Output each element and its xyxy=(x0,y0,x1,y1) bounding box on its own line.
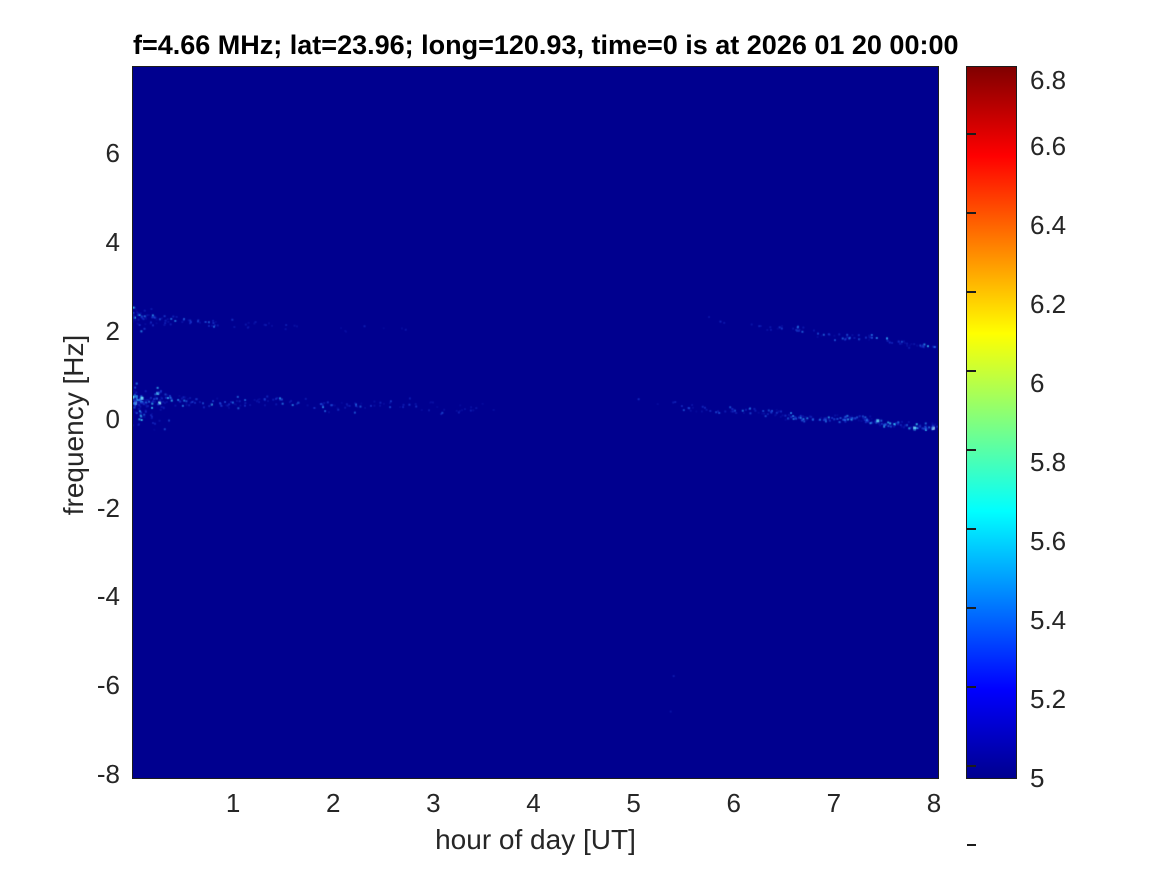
colorbar-tick-label: 6.8 xyxy=(1030,65,1067,95)
colorbar-tick-label: 6.4 xyxy=(1030,210,1067,240)
colorbar-tick xyxy=(967,607,976,609)
x-tick-label: 1 xyxy=(225,788,241,818)
colorbar-tick xyxy=(967,528,976,530)
x-axis-label: hour of day [UT] xyxy=(435,824,636,855)
colorbar-tick-label: 5.8 xyxy=(1030,447,1067,477)
x-tick-label: 8 xyxy=(926,788,942,818)
plot-title: f=4.66 MHz; lat=23.96; long=120.93, time… xyxy=(133,30,959,60)
y-tick-label: 4 xyxy=(105,226,120,257)
y-tick-label: 6 xyxy=(105,138,120,169)
colorbar-tick-label: 5 xyxy=(1030,763,1045,793)
colorbar-tick xyxy=(967,212,976,214)
colorbar-tick-label: 5.4 xyxy=(1030,605,1067,635)
y-tick-label: 2 xyxy=(105,315,120,346)
colorbar-tick-label: 5.6 xyxy=(1030,526,1067,556)
colorbar-tick xyxy=(967,844,976,846)
x-tick-label: 3 xyxy=(426,788,441,818)
colorbar-tick-label: 5.2 xyxy=(1030,684,1067,714)
colorbar-tick-label: 6.6 xyxy=(1030,131,1067,161)
spectrogram-canvas xyxy=(133,67,938,778)
y-tick-label: -6 xyxy=(96,669,120,700)
colorbar-tick xyxy=(967,765,976,767)
colorbar xyxy=(966,66,1017,846)
colorbar-tick xyxy=(967,370,976,372)
y-tick-label: 0 xyxy=(105,404,120,435)
colorbar-tick xyxy=(967,449,976,451)
colorbar-tick xyxy=(967,686,976,688)
x-tick-label: 7 xyxy=(826,788,842,818)
x-tick-label: 4 xyxy=(526,788,541,818)
colorbar-tick xyxy=(967,133,976,135)
colorbar-tick xyxy=(967,291,976,293)
x-tick-label: 5 xyxy=(626,788,641,818)
y-tick-label: -8 xyxy=(96,758,120,789)
y-axis-label: frequency [Hz] xyxy=(58,334,89,516)
x-tick-label: 6 xyxy=(726,788,741,818)
y-tick-label: -4 xyxy=(96,581,120,612)
y-tick-label: -2 xyxy=(96,492,120,523)
colorbar-tick-label: 6 xyxy=(1030,368,1045,398)
colorbar-tick-label: 6.2 xyxy=(1030,289,1067,319)
plot-area xyxy=(132,66,939,779)
x-tick-label: 2 xyxy=(326,788,341,818)
